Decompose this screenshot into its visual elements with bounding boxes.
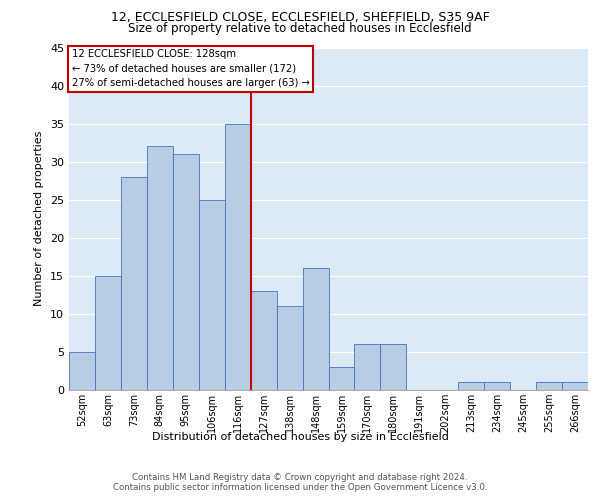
Bar <box>458 382 484 390</box>
Bar <box>95 276 121 390</box>
Bar <box>329 367 355 390</box>
Text: 12 ECCLESFIELD CLOSE: 128sqm
← 73% of detached houses are smaller (172)
27% of s: 12 ECCLESFIELD CLOSE: 128sqm ← 73% of de… <box>71 49 310 88</box>
Bar <box>199 200 224 390</box>
Bar <box>302 268 329 390</box>
Bar <box>277 306 302 390</box>
Text: Distribution of detached houses by size in Ecclesfield: Distribution of detached houses by size … <box>152 432 448 442</box>
Bar <box>147 146 173 390</box>
Text: 12, ECCLESFIELD CLOSE, ECCLESFIELD, SHEFFIELD, S35 9AF: 12, ECCLESFIELD CLOSE, ECCLESFIELD, SHEF… <box>110 11 490 24</box>
Text: Contains HM Land Registry data © Crown copyright and database right 2024.: Contains HM Land Registry data © Crown c… <box>132 472 468 482</box>
Bar <box>251 291 277 390</box>
Bar <box>173 154 199 390</box>
Y-axis label: Number of detached properties: Number of detached properties <box>34 131 44 306</box>
Bar <box>355 344 380 390</box>
Bar <box>484 382 510 390</box>
Text: Size of property relative to detached houses in Ecclesfield: Size of property relative to detached ho… <box>128 22 472 35</box>
Bar <box>380 344 406 390</box>
Bar <box>121 177 147 390</box>
Bar <box>562 382 588 390</box>
Bar <box>225 124 251 390</box>
Text: Contains public sector information licensed under the Open Government Licence v3: Contains public sector information licen… <box>113 484 487 492</box>
Bar <box>69 352 95 390</box>
Bar <box>536 382 562 390</box>
